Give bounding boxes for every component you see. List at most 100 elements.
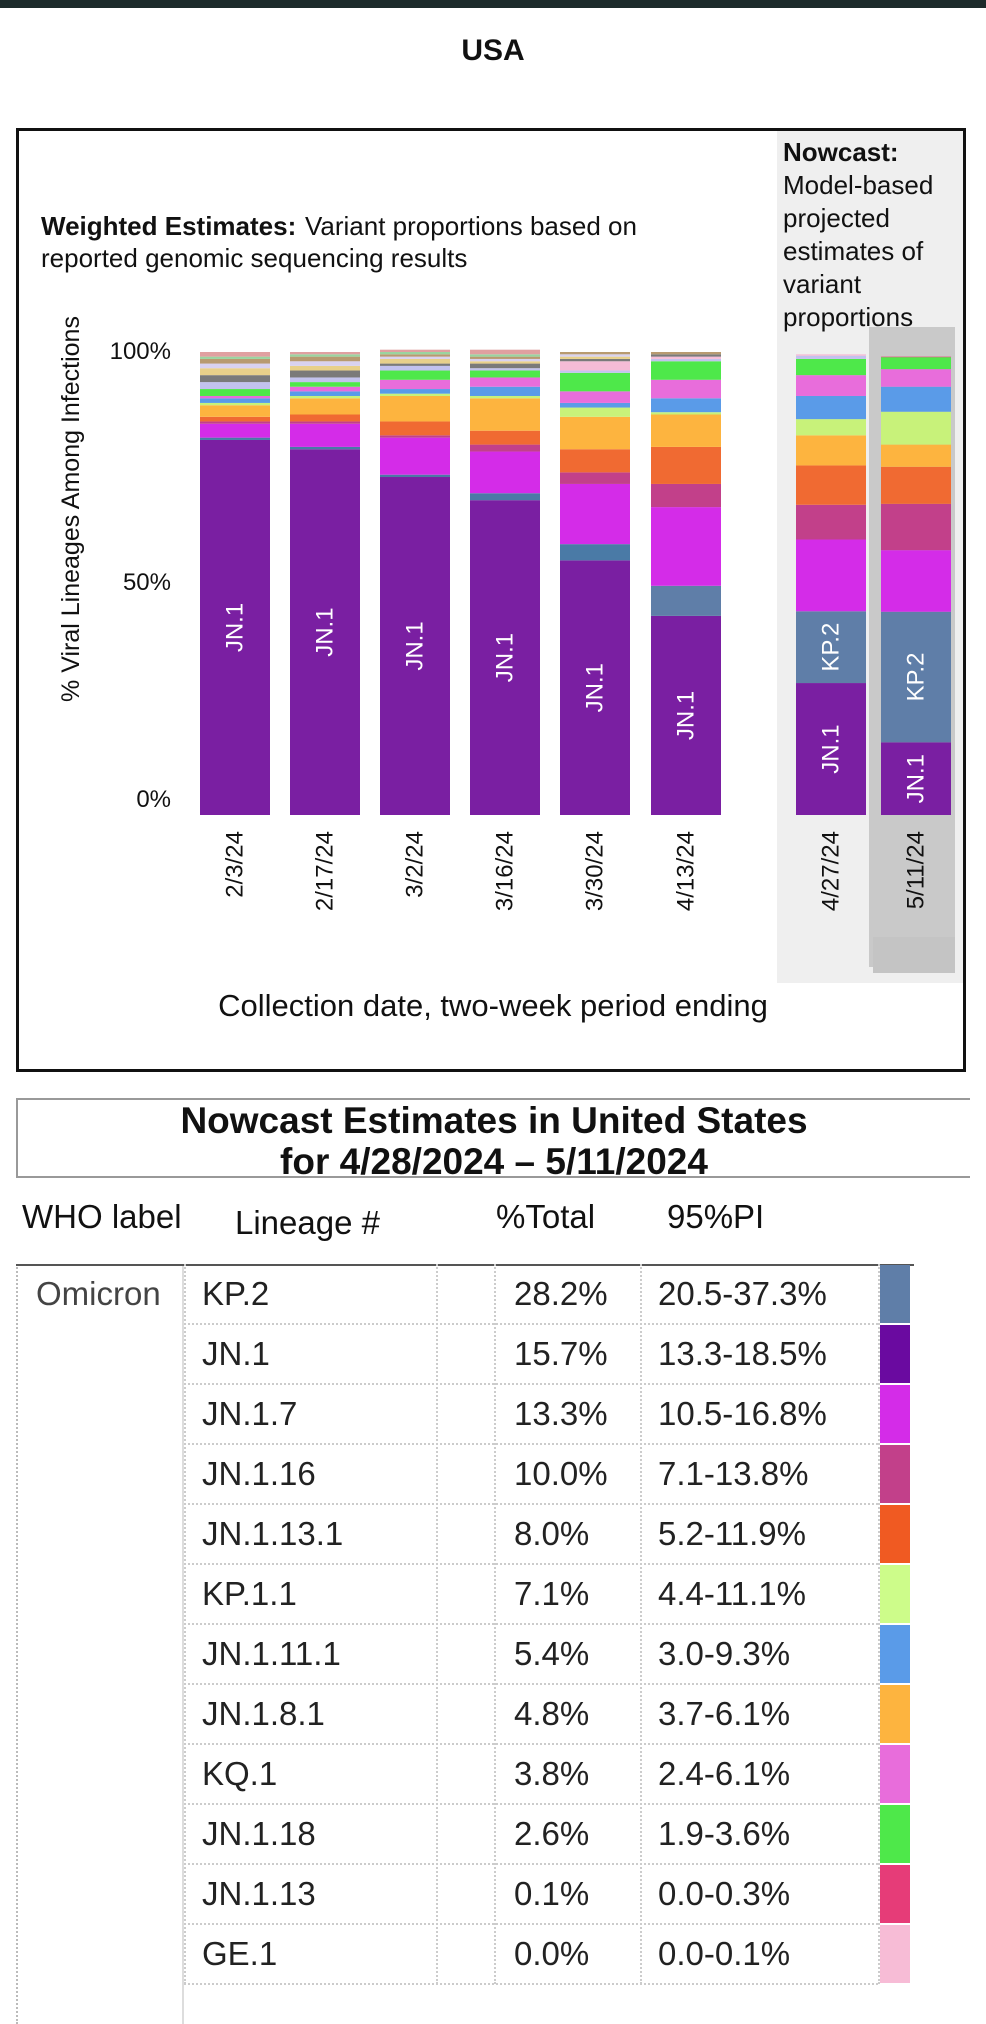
bar-segment-3-2-24-other3 (380, 358, 450, 364)
bar-segment-2-3-24-other1 (200, 382, 270, 390)
bar-segment-3-30-24-jn-1-8-1 (560, 416, 630, 450)
row-divider (184, 1623, 878, 1625)
color-swatch-jn-1-13-1 (880, 1505, 910, 1563)
bar-segment-5-11-24-jn-1-18 (881, 357, 951, 370)
bar-segment-2-17-24-other5 (290, 356, 360, 362)
bar-label-4-27-24-kp-2: KP.2 (818, 623, 845, 672)
color-swatch-jn-1-8-1 (880, 1685, 910, 1743)
bar-segment-3-2-24-jn-1-11-1 (380, 389, 450, 394)
bar-segment-3-16-24-jn-1 (470, 500, 540, 815)
lineage-cell: JN.1.13.1 (202, 1515, 344, 1552)
y-tick-label-50: 50% (123, 569, 171, 596)
region-title: USA (461, 34, 525, 67)
header-who-label: WHO label (22, 1198, 182, 1235)
bar-segment-3-2-24-kp-1-1 (380, 393, 450, 396)
bar-segment-4-13-24-jn-1 (651, 615, 721, 815)
bar-label-4-27-24-jn-1: JN.1 (818, 724, 845, 773)
lineage-cell: JN.1.13 (202, 1875, 316, 1912)
bar-segment-3-30-24-jn-1-13-1 (560, 449, 630, 473)
weighted-heading-bold: Weighted Estimates: (41, 211, 296, 241)
bar-label-3-16-24-jn-1: JN.1 (492, 633, 519, 682)
bar-segment-2-17-24-jn-1-16 (290, 421, 360, 424)
bar-segment-3-16-24-other4 (470, 358, 540, 362)
y-tick-label-0: 0% (136, 786, 171, 813)
x-tick-label-3-30-24: 3/30/24 (582, 831, 609, 911)
bar-segment-3-16-24-kp-1-1 (470, 395, 540, 399)
bar-segment-2-3-24-jn-1-11-1 (200, 398, 270, 403)
bar-segment-3-2-24-kq-1 (380, 379, 450, 390)
row-divider (184, 1683, 878, 1685)
table-row: JN.1.13 0.1% 0.0-0.3% (16, 1864, 916, 1925)
bar-segment-3-2-24-other1 (380, 365, 450, 371)
row-divider (184, 1503, 878, 1505)
variant-chart-frame: Nowcast: Model-based projected estimates… (16, 128, 966, 1072)
column-divider (878, 1264, 880, 1984)
row-divider (184, 1563, 878, 1565)
pi-cell: 3.0-9.3% (658, 1635, 791, 1672)
pi-cell: 0.0-0.1% (658, 1935, 791, 1972)
bar-segment-3-30-24-kq-1 (560, 391, 630, 403)
bar-segment-3-30-24-jn-1-18 (560, 372, 630, 392)
bar-segment-3-2-24-other4 (380, 356, 450, 359)
lineage-cell: KP.1.1 (202, 1575, 297, 1612)
bar-segment-3-16-24-other7 (470, 349, 540, 355)
nowcast-table-title-line-1: Nowcast Estimates in United States (180, 1100, 808, 1141)
table-top-rule (16, 1264, 914, 1266)
nowcast-heading-line-3: estimates of (783, 236, 924, 266)
bar-segment-2-3-24-other7 (200, 352, 270, 357)
bar-segment-2-3-24-jn-1-16 (200, 421, 270, 424)
bar-segment-2-3-24-kq-1 (200, 395, 270, 399)
bar-segment-4-27-24-kp-1-1 (796, 419, 866, 436)
bar-segment-5-11-24-jn-1-13 (881, 356, 951, 358)
header-lineage: Lineage # (235, 1204, 380, 1241)
bar-segment-4-27-24-jn-1-7 (796, 539, 866, 612)
table-row: JN.1.8.1 4.8% 3.7-6.1% (16, 1684, 916, 1745)
bar-segment-4-13-24-kp-1-1 (651, 412, 721, 415)
bar-segment-4-27-24-jn-1-8-1 (796, 435, 866, 466)
bar-segment-4-27-24-jn-1 (796, 683, 866, 815)
color-swatch-ge-1 (880, 1925, 910, 1983)
bar-segment-3-16-24-jn-1-13-1 (470, 430, 540, 445)
total-cell: 5.4% (514, 1635, 590, 1672)
bar-segment-2-17-24-kp-1-1 (290, 395, 360, 399)
bar-segment-3-16-24-other2 (470, 363, 540, 369)
header-total: %Total (496, 1198, 596, 1235)
nowcast-heading-line-2: projected (783, 203, 890, 233)
total-cell: 2.6% (514, 1815, 590, 1852)
bar-segment-2-3-24-other3 (200, 368, 270, 376)
color-swatch-jn-1-16 (880, 1445, 910, 1503)
bar-segment-2-17-24-jn-1-7 (290, 423, 360, 447)
bar-segment-3-30-24-other4 (560, 354, 630, 357)
lineage-cell: JN.1.18 (202, 1815, 316, 1852)
x-axis-label: Collection date, two-week period ending (218, 988, 768, 1023)
table-row: JN.1.16 10.0% 7.1-13.8% (16, 1444, 916, 1505)
total-cell: 7.1% (514, 1575, 590, 1612)
bar-segment-2-17-24-other7 (290, 352, 360, 355)
bar-segment-3-30-24-other5 (560, 352, 630, 355)
bar-segment-4-13-24-other1 (651, 358, 721, 362)
nowcast-heading-line-1: Model-based (783, 170, 933, 200)
pi-cell: 2.4-6.1% (658, 1755, 791, 1792)
color-swatch-jn-1-11-1 (880, 1625, 910, 1683)
nowcast-heading-bold: Nowcast: (783, 137, 899, 167)
bar-segment-3-16-24-other5 (470, 356, 540, 359)
bar-segment-3-30-24-other3 (560, 356, 630, 359)
bar-segment-3-16-24-jn-1-11-1 (470, 386, 540, 396)
bar-segment-2-17-24-other6 (290, 354, 360, 357)
bar-label-2-17-24-jn-1: JN.1 (312, 607, 339, 656)
bar-segment-3-2-24-jn-1-7 (380, 437, 450, 475)
lineage-cell: JN.1 (202, 1335, 270, 1372)
color-swatch-jn-1-13 (880, 1865, 910, 1923)
bar-segment-3-16-24-other6 (470, 354, 540, 357)
x-tick-label-5-11-24: 5/11/24 (903, 831, 930, 909)
bar-segment-2-3-24-other2 (200, 375, 270, 383)
lineage-cell: KQ.1 (202, 1755, 278, 1792)
bar-segment-5-11-24-jn-1-8-1 (881, 444, 951, 467)
bar-segment-2-3-24-other4 (200, 363, 270, 369)
bar-segment-4-13-24-ge-1 (651, 356, 721, 359)
bar-segment-2-3-24-jn-1-18 (200, 389, 270, 396)
bar-segment-4-13-24-jn-1-11-1 (651, 398, 721, 413)
pi-cell: 5.2-11.9% (658, 1515, 806, 1552)
lineage-cell: GE.1 (202, 1935, 278, 1972)
bar-label-5-11-24-kp-2: KP.2 (903, 653, 930, 702)
